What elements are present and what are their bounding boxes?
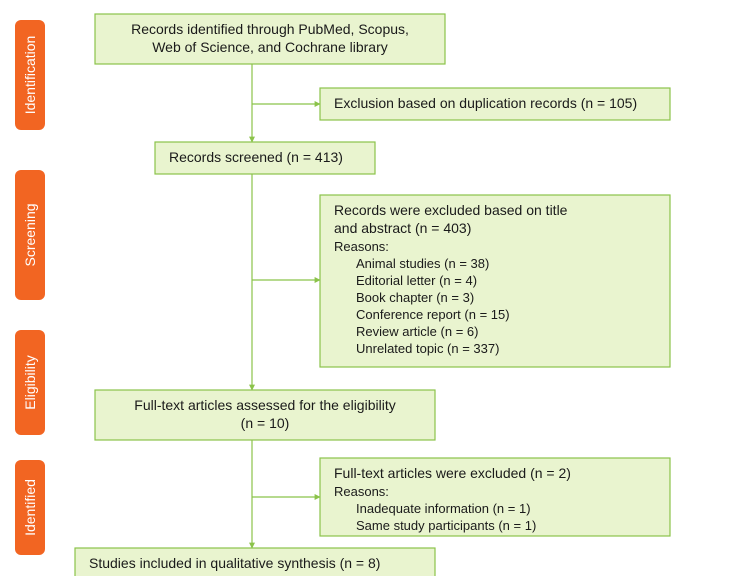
reason-item: Inadequate information (n = 1) (356, 501, 531, 516)
box-text: Records identified through PubMed, Scopu… (131, 21, 409, 37)
box-text: Exclusion based on duplication records (… (334, 95, 637, 111)
box-text: Web of Science, and Cochrane library (152, 39, 388, 55)
reason-item: Editorial letter (n = 4) (356, 273, 477, 288)
box-text: Full-text articles were excluded (n = 2) (334, 465, 571, 481)
reason-item: Unrelated topic (n = 337) (356, 341, 499, 356)
box-text: (n = 10) (241, 415, 290, 431)
phase-label-screening: Screening (22, 203, 38, 266)
phase-label-identification: Identification (22, 36, 38, 115)
phase-label-eligibility: Eligibility (22, 355, 38, 409)
box-text: Full-text articles assessed for the elig… (134, 397, 395, 413)
reasons-header: Reasons: (334, 484, 389, 499)
phase-label-identified: Identified (22, 479, 38, 536)
reason-item: Same study participants (n = 1) (356, 518, 536, 533)
reason-item: Conference report (n = 15) (356, 307, 510, 322)
box-text: Records screened (n = 413) (169, 149, 343, 165)
reasons-header: Reasons: (334, 239, 389, 254)
box-text: Records were excluded based on title (334, 202, 568, 218)
reason-item: Review article (n = 6) (356, 324, 478, 339)
box-text: and abstract (n = 403) (334, 220, 471, 236)
reason-item: Book chapter (n = 3) (356, 290, 474, 305)
box-text: Studies included in qualitative synthesi… (89, 555, 380, 571)
reason-item: Animal studies (n = 38) (356, 256, 489, 271)
